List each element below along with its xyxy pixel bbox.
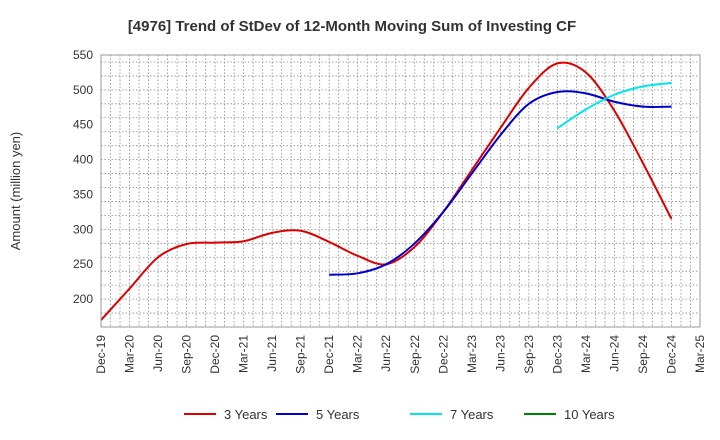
chart-title: [4976] Trend of StDev of 12-Month Moving…	[128, 18, 576, 35]
y-tick-label: 250	[73, 257, 93, 271]
x-tick-label: Mar-23	[465, 335, 479, 373]
y-axis-ticks: 200 250 300 350 400 450 500 550	[73, 48, 93, 306]
x-tick-label: Sep-20	[180, 335, 194, 374]
y-tick-label: 550	[73, 48, 93, 62]
x-tick-label: Dec-24	[664, 335, 678, 374]
y-tick-label: 300	[73, 222, 93, 236]
legend-label-7-years: 7 Years	[450, 407, 494, 422]
series-line-5-years	[329, 90, 672, 276]
y-axis-label: Amount (million yen)	[8, 132, 23, 251]
x-tick-label: Mar-20	[123, 335, 137, 373]
x-tick-label: Jun-21	[265, 335, 279, 372]
plot-frame	[100, 54, 701, 328]
y-tick-label: 400	[73, 153, 93, 167]
x-axis-ticks: Dec-19 Mar-20 Jun-20 Sep-20 Dec-20 Mar-21 Jun-…	[94, 335, 707, 374]
x-tick-label: Jun-23	[493, 335, 507, 372]
x-tick-label: Sep-22	[408, 335, 422, 374]
x-tick-label: Jun-24	[607, 335, 621, 372]
x-tick-label: Dec-23	[550, 335, 564, 374]
x-tick-label: Mar-21	[237, 335, 251, 373]
y-tick-label: 200	[73, 292, 93, 306]
x-tick-label: Dec-21	[322, 335, 336, 374]
x-tick-label: Mar-24	[579, 335, 593, 373]
x-tick-label: Jun-20	[151, 335, 165, 372]
x-tick-label: Sep-23	[522, 335, 536, 374]
legend-label-10-years: 10 Years	[564, 407, 615, 422]
legend-label-5-years: 5 Years	[316, 407, 360, 422]
y-tick-label: 500	[73, 83, 93, 97]
x-tick-label: Dec-22	[436, 335, 450, 374]
legend: 3 Years 5 Years 7 Years 10 Years	[184, 407, 615, 422]
series-lines	[100, 61, 673, 321]
x-tick-label: Dec-19	[94, 335, 108, 374]
y-tick-label: 450	[73, 118, 93, 132]
x-tick-label: Jun-22	[379, 335, 393, 372]
x-tick-label: Sep-24	[636, 335, 650, 374]
x-tick-label: Sep-21	[294, 335, 308, 374]
x-tick-label: Mar-25	[693, 335, 707, 373]
x-tick-label: Mar-22	[351, 335, 365, 373]
y-tick-label: 350	[73, 187, 93, 201]
x-tick-label: Dec-20	[208, 335, 222, 374]
series-line-7-years	[556, 81, 672, 130]
legend-label-3-years: 3 Years	[224, 407, 268, 422]
